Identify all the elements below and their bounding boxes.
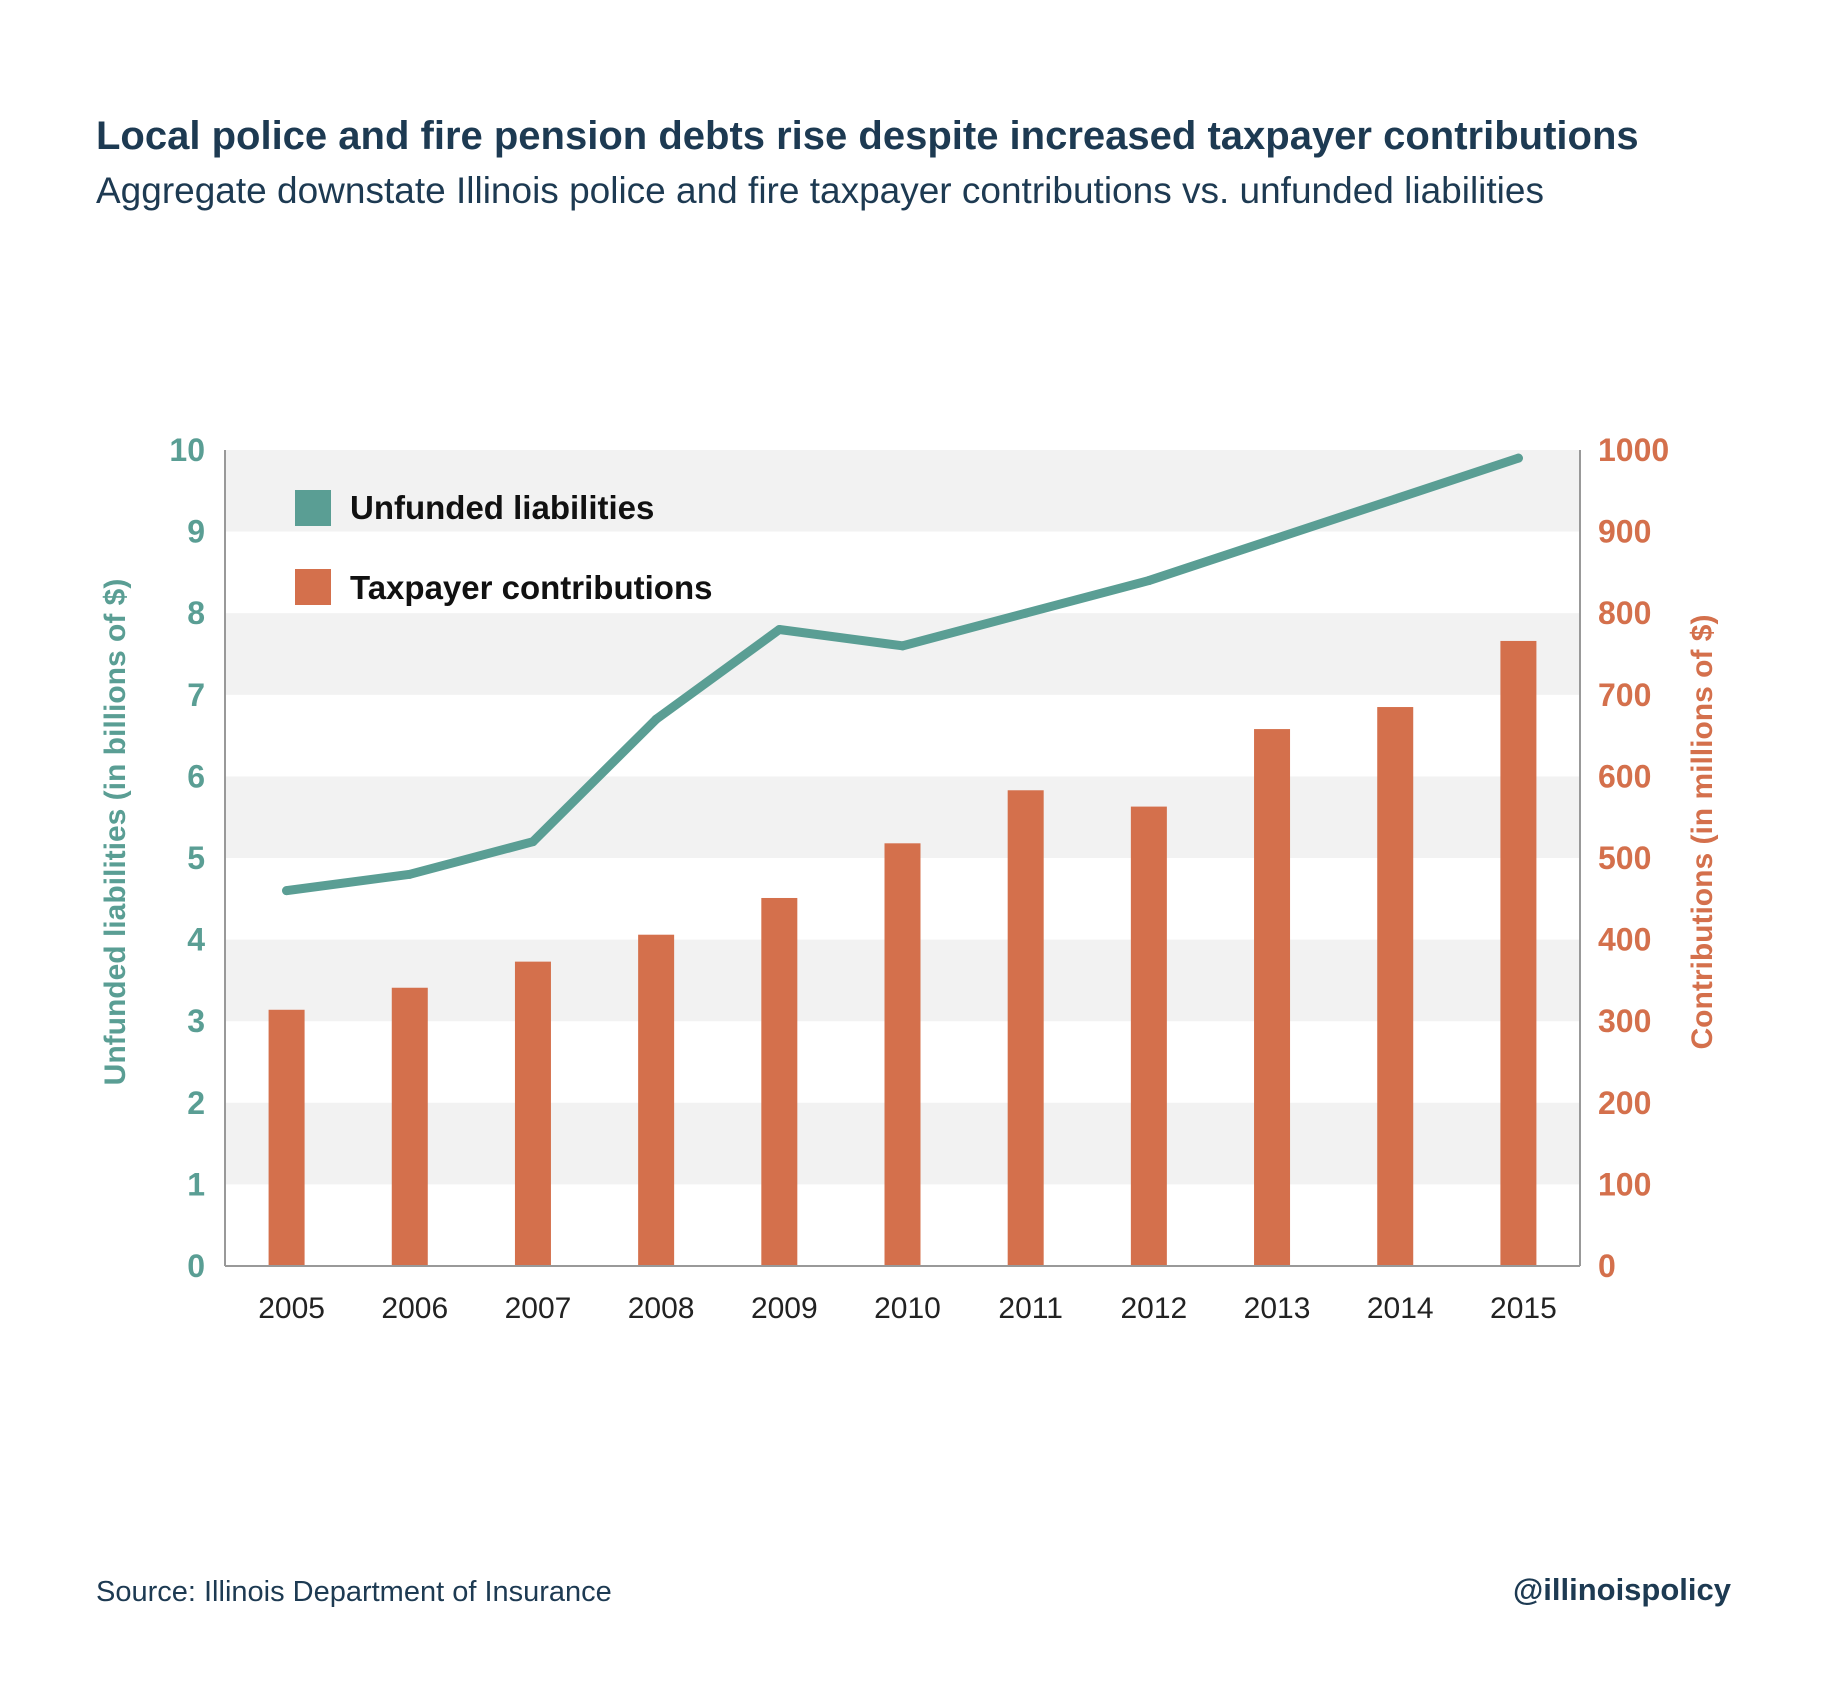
right-tick-label: 900	[1598, 514, 1651, 550]
grid-band	[225, 613, 1580, 695]
axes	[224, 450, 1581, 1267]
legend-label-liabilities: Unfunded liabilities	[350, 489, 654, 526]
x-tick-label: 2011	[998, 1292, 1063, 1325]
chart-title: Local police and fire pension debts rise…	[96, 114, 1639, 158]
right-tick-label: 0	[1598, 1248, 1616, 1284]
left-tick-label: 3	[187, 1003, 205, 1039]
line-point-2015	[1513, 453, 1523, 463]
bar-2007	[514, 961, 551, 1266]
left-tick-label: 10	[169, 432, 205, 468]
line-point-2012	[1144, 576, 1154, 586]
x-tick-label: 2015	[1490, 1292, 1557, 1325]
bar-2012	[1130, 806, 1167, 1266]
grid-band	[225, 450, 1580, 532]
right-tick-label: 200	[1598, 1085, 1651, 1121]
bar-2010	[884, 843, 921, 1266]
right-tick-label: 500	[1598, 840, 1651, 876]
line-point-2013	[1267, 535, 1277, 545]
left-tick-label: 8	[187, 595, 205, 631]
bar-2008	[638, 934, 675, 1266]
x-tick-label: 2014	[1367, 1292, 1434, 1325]
left-tick-label: 5	[187, 840, 205, 876]
left-tick-label: 0	[187, 1248, 205, 1284]
x-tick-label: 2008	[628, 1292, 695, 1325]
legend: Unfunded liabilities Taxpayer contributi…	[295, 489, 712, 606]
x-tick-label: 2009	[751, 1292, 818, 1325]
x-tick-label: 2007	[505, 1292, 572, 1325]
bar-2006	[391, 987, 428, 1266]
line-point-2008	[651, 714, 661, 724]
right-axis-ticks: 0 100 200 300 400 500 600 700 800 900 1000	[1598, 432, 1669, 1284]
x-axis-ticks: 2005 2006 2007 2008 2009 2010 2011 2012 2013 2014…	[258, 1292, 1557, 1325]
line-point-2010	[898, 641, 907, 651]
bar-2009	[761, 897, 798, 1266]
legend-label-contributions: Taxpayer contributions	[350, 569, 712, 606]
line-series-liabilities	[282, 453, 1523, 896]
bar-series-contributions	[268, 640, 1537, 1266]
line-point-2006	[405, 869, 415, 879]
x-tick-label: 2010	[874, 1292, 941, 1325]
right-tick-label: 100	[1598, 1166, 1651, 1202]
legend-swatch-contributions	[295, 569, 331, 605]
bar-2013	[1254, 729, 1291, 1266]
social-handle: @illinoispolicy	[1513, 1572, 1731, 1607]
line-point-2007	[528, 837, 538, 847]
bar-2015	[1500, 640, 1537, 1266]
right-tick-label: 800	[1598, 595, 1651, 631]
left-tick-label: 4	[187, 922, 205, 958]
left-tick-label: 2	[187, 1085, 205, 1121]
right-tick-label: 1000	[1598, 432, 1669, 468]
left-tick-label: 6	[187, 758, 205, 794]
right-tick-label: 300	[1598, 1003, 1651, 1039]
bar-2005	[268, 1009, 305, 1266]
line-point-2005	[282, 886, 292, 896]
right-tick-label: 600	[1598, 758, 1651, 794]
left-axis-ticks: 0 1 2 3 4 5 6 7 8 9 10	[169, 432, 205, 1284]
left-tick-label: 9	[187, 514, 205, 550]
x-tick-label: 2005	[258, 1292, 325, 1325]
left-tick-label: 7	[187, 677, 205, 713]
bar-2014	[1377, 707, 1414, 1266]
right-axis-label: Contributions (in millions of $)	[1686, 615, 1719, 1050]
left-axis-label: Unfunded liabilities (in billions of $)	[99, 579, 132, 1086]
source-note: Source: Illinois Department of Insurance	[96, 1576, 612, 1608]
right-tick-label: 400	[1598, 922, 1651, 958]
line-point-2009	[774, 625, 784, 635]
legend-swatch-liabilities	[295, 490, 331, 526]
x-tick-label: 2013	[1244, 1292, 1311, 1325]
x-tick-label: 2012	[1120, 1292, 1187, 1325]
right-tick-label: 700	[1598, 677, 1651, 713]
left-tick-label: 1	[187, 1166, 205, 1202]
line-point-2011	[1021, 608, 1031, 618]
line-point-2014	[1390, 494, 1400, 504]
x-tick-label: 2006	[381, 1292, 448, 1325]
chart-subtitle: Aggregate downstate Illinois police and …	[96, 170, 1544, 211]
bar-2011	[1007, 790, 1044, 1266]
